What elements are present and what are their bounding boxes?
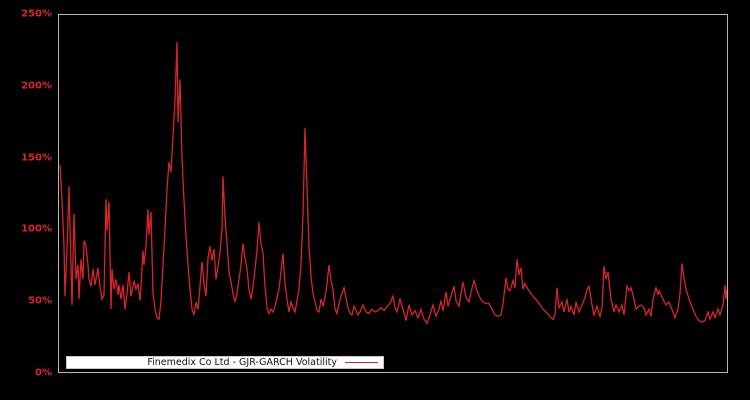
legend-label: Finemedix Co Ltd - GJR-GARCH Volatility [147, 357, 337, 368]
y-axis-tick-label: 0% [35, 367, 52, 379]
legend-line-sample-icon [345, 362, 378, 363]
y-axis-tick-label: 50% [28, 295, 52, 307]
y-axis-tick-label: 100% [21, 223, 52, 235]
volatility-line-svg [59, 42, 727, 325]
y-axis-tick-label: 150% [21, 152, 52, 164]
y-axis-tick-label: 200% [21, 80, 52, 92]
legend: Finemedix Co Ltd - GJR-GARCH Volatility [66, 356, 384, 369]
plot-area: Finemedix Co Ltd - GJR-GARCH Volatility [58, 14, 728, 373]
y-axis-tick-label: 250% [21, 8, 52, 20]
